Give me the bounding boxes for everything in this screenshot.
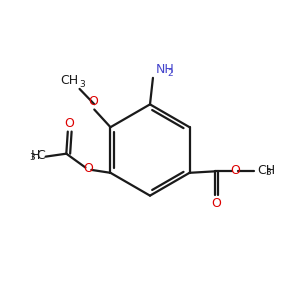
Text: O: O — [83, 163, 93, 176]
Text: 2: 2 — [167, 69, 173, 78]
Text: O: O — [212, 197, 221, 210]
Text: O: O — [88, 95, 98, 108]
Text: 3: 3 — [266, 168, 271, 177]
Text: NH: NH — [156, 63, 175, 76]
Text: 3: 3 — [80, 80, 85, 89]
Text: CH: CH — [60, 74, 78, 87]
Text: CH: CH — [257, 164, 275, 177]
Text: O: O — [230, 164, 240, 177]
Text: C: C — [36, 149, 45, 162]
Text: 3: 3 — [30, 153, 35, 162]
Text: H: H — [30, 149, 40, 162]
Text: O: O — [64, 117, 74, 130]
